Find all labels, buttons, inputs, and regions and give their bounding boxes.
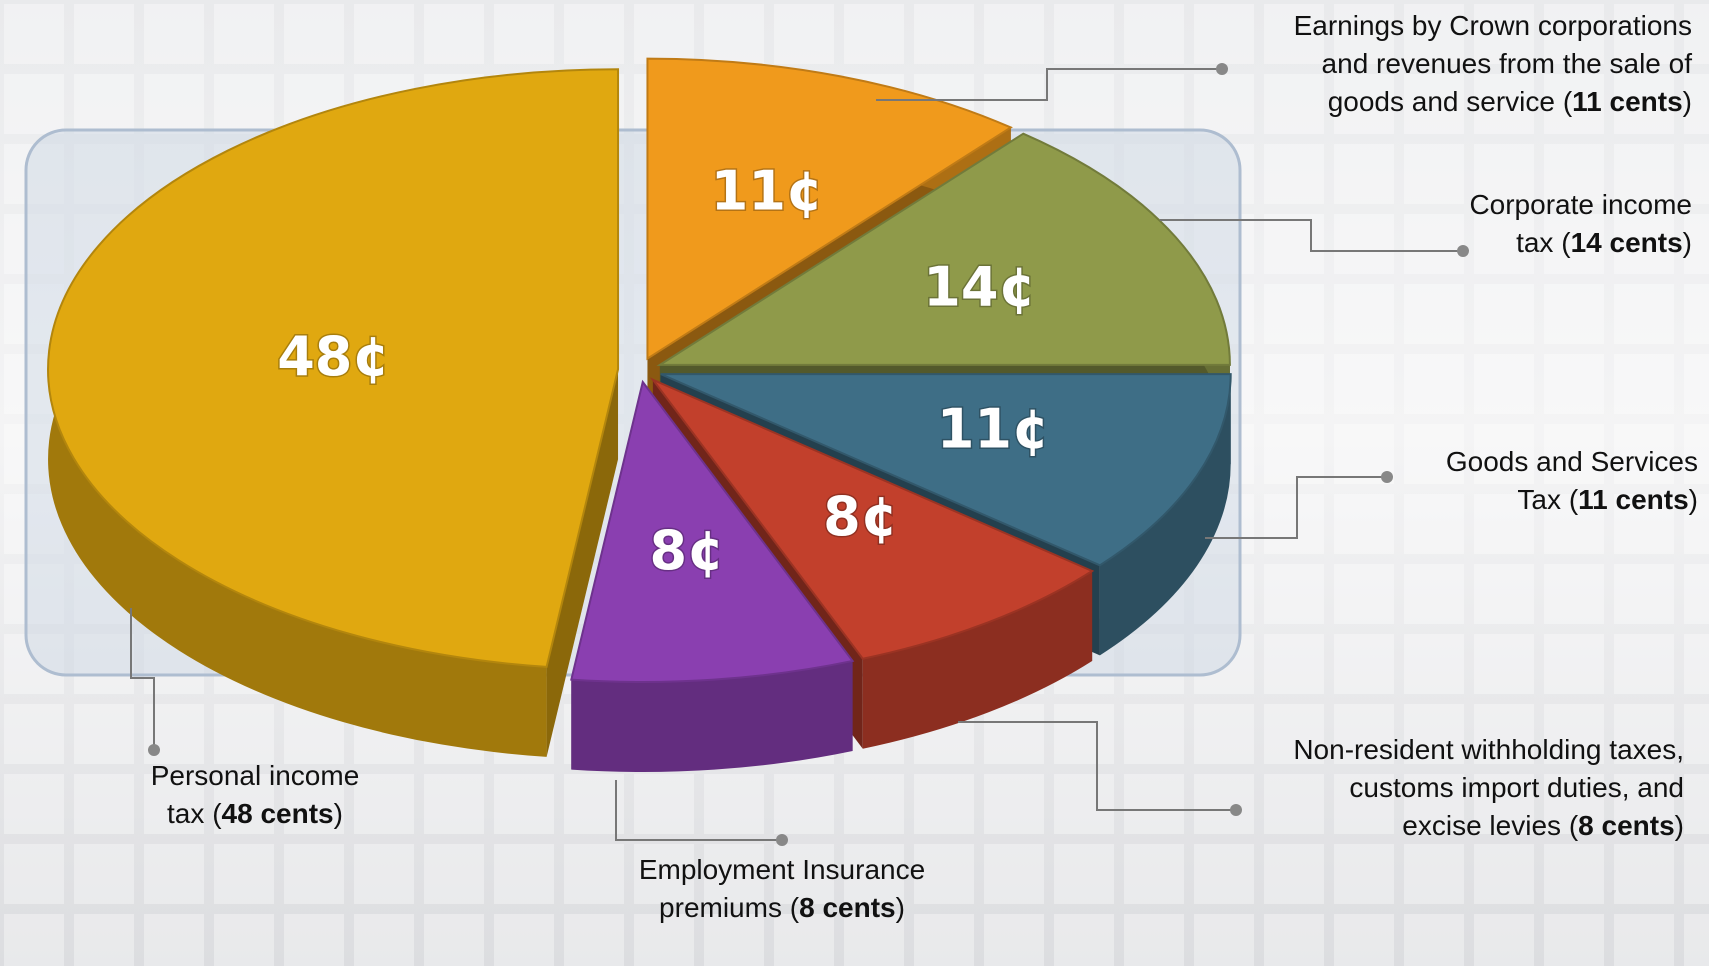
callout-value: (11 cents) [1568,484,1698,515]
category-label: Personal income tax [150,760,360,829]
callout-value: (11 cents) [1562,86,1692,117]
value-label: 11¢ [937,398,1050,461]
callout-lines [130,68,1463,841]
pie: 48¢ 11¢ 14¢ 11¢ 8¢ 8¢ [47,57,1232,773]
slice [656,132,1231,366]
slice [646,57,1013,361]
callout: Corporate income tax (14 cents) [1392,186,1692,262]
category-label: Employment Insurance premiums [638,854,926,923]
callout-dots [148,63,1469,846]
value-label: 8¢ [823,485,898,548]
value-label: 48¢ [277,325,390,388]
slice-side [862,571,1093,749]
slice [649,377,1095,660]
category-label: Corporate income tax [1469,189,1692,258]
callout: Goods and Services Tax (11 cents) [1408,443,1698,519]
callout: Earnings by Crown corporations and reven… [1252,7,1692,121]
callout-value: (14 cents) [1561,227,1692,258]
category-label: Earnings by Crown corporations and reven… [1293,10,1692,117]
value-label: 11¢ [711,160,824,223]
slice [47,68,620,668]
slice-side [571,660,853,773]
value-label: 14¢ [923,255,1036,318]
slice [570,379,855,683]
callout: Employment Insurance premiums (8 cents) [632,851,932,927]
callout: Personal income tax (48 cents) [105,757,405,833]
category-label: Goods and Services Tax [1445,446,1698,515]
value-label: 8¢ [649,519,724,582]
category-label: Non-resident withholding taxes, customs … [1293,734,1684,841]
callout: Non-resident withholding taxes, customs … [1264,731,1684,845]
callout-value: (8 cents) [789,892,905,923]
slice [660,373,1232,567]
slice-side [546,369,619,757]
callout-value: (48 cents) [212,798,343,829]
callout-value: (8 cents) [1568,810,1684,841]
